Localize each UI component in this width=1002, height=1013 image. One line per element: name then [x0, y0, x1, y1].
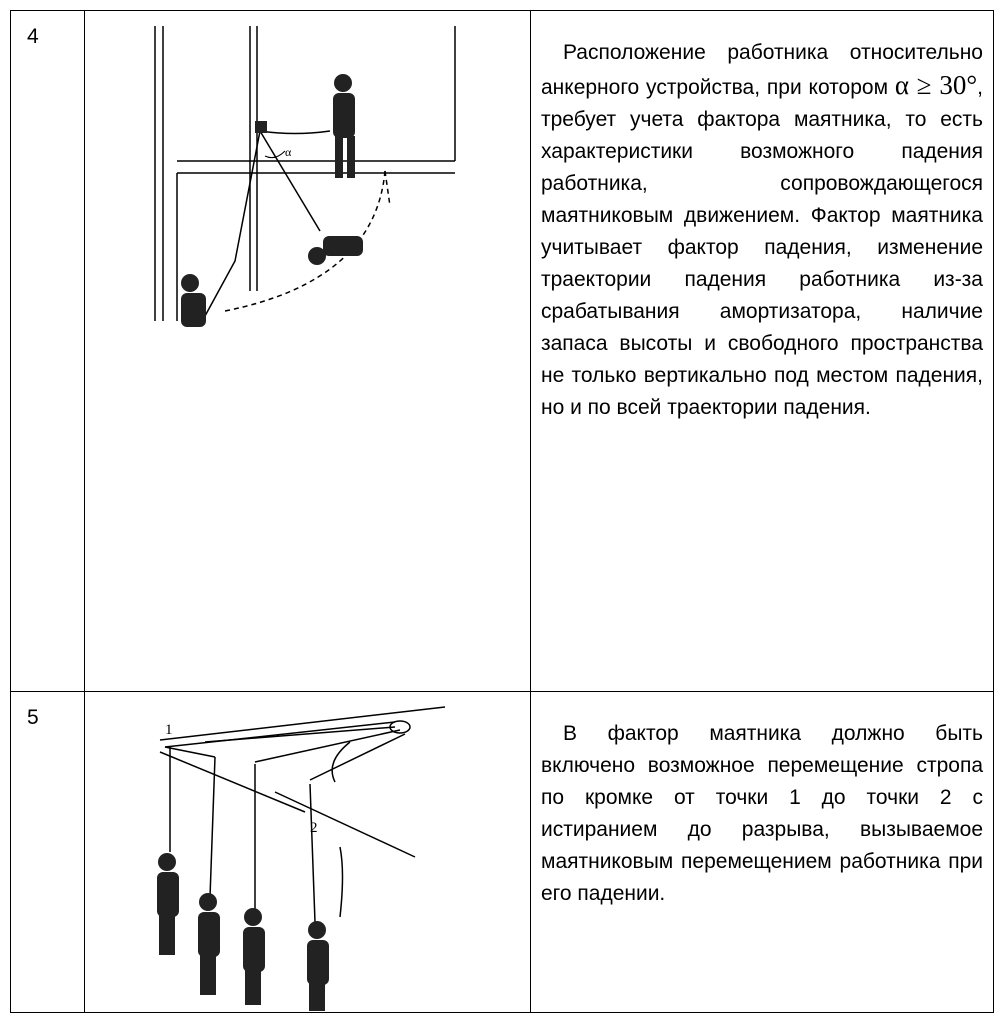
- figure-cell: α: [84, 10, 531, 692]
- table-row: 5: [10, 691, 994, 1013]
- table-row: 4: [10, 10, 994, 692]
- row-number: 4: [10, 10, 85, 692]
- text: , требует учета фактора маятника, то ест…: [541, 76, 983, 419]
- text: В фактор маятника должно быть включено в…: [541, 722, 983, 905]
- cell-text: Расположение работника относительно анке…: [530, 10, 994, 692]
- text: Расположение работника относительно анке…: [541, 41, 983, 99]
- figure-label: 2: [310, 820, 318, 836]
- cell-text: В фактор маятника должно быть включено в…: [530, 691, 994, 1013]
- figure: α: [154, 26, 456, 327]
- figure-label: 1: [165, 722, 173, 738]
- table: 4: [10, 10, 994, 1013]
- figure-cell: 1 2: [84, 691, 531, 1013]
- figure-label: α: [285, 145, 292, 159]
- math: α ≥ 30°: [894, 70, 978, 100]
- figure: 1 2: [157, 706, 446, 1011]
- row-number: 5: [10, 691, 85, 1013]
